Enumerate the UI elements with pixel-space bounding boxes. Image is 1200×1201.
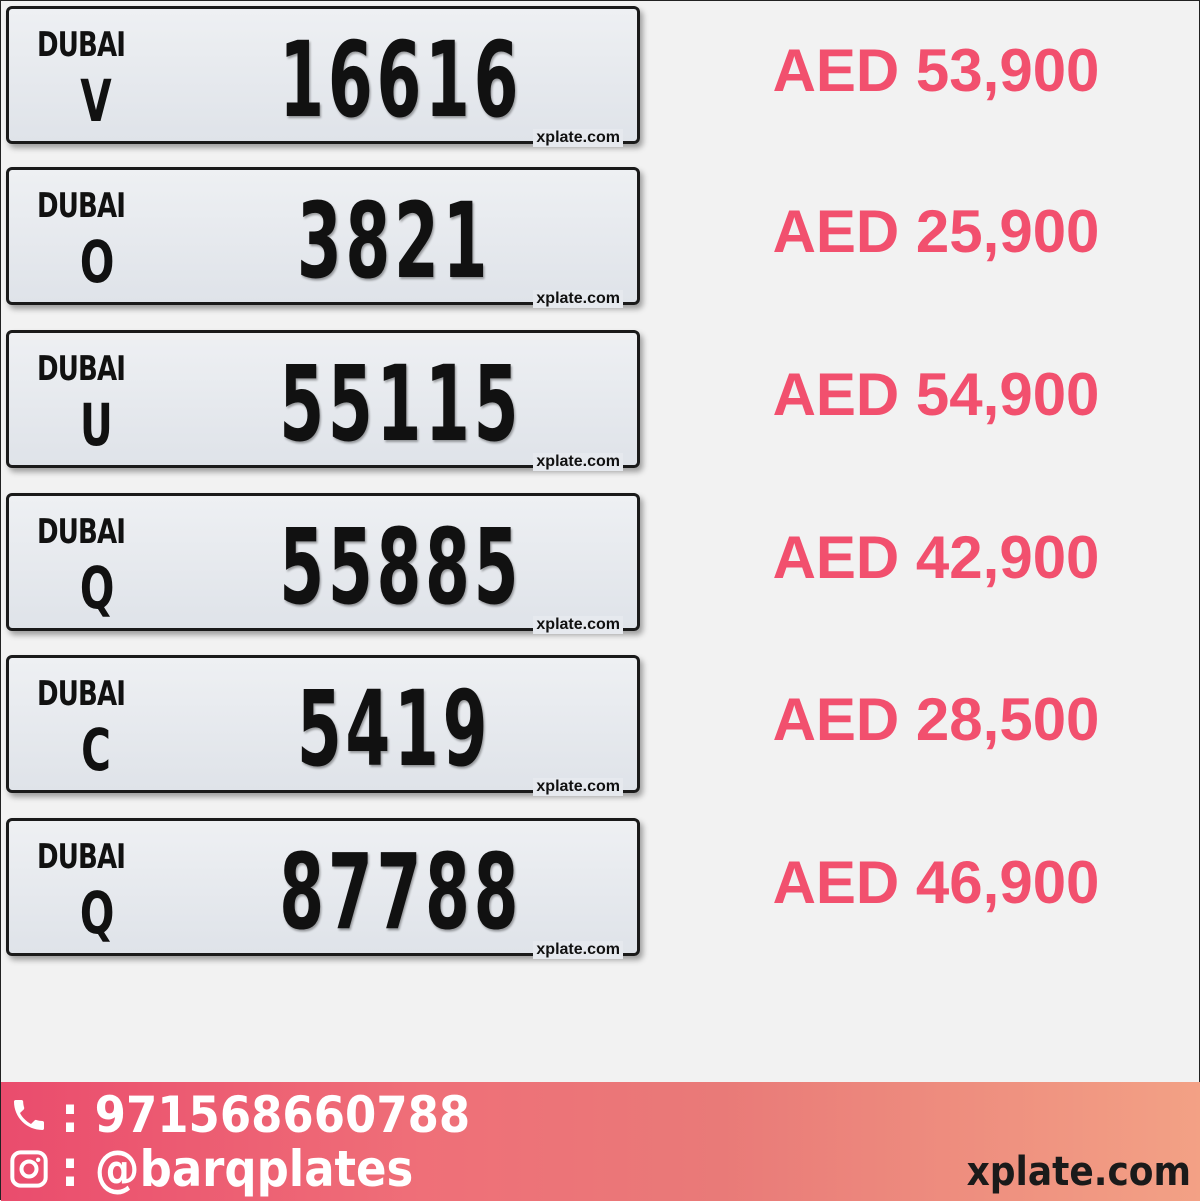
plate-number: 5419 — [296, 668, 492, 790]
plate-number: 87788 — [279, 831, 523, 953]
plate-watermark: xplate.com — [533, 616, 623, 634]
plate-code: Q — [79, 554, 115, 622]
emirate-logo: DUBAI — [37, 25, 126, 65]
plate-number: 3821 — [296, 180, 492, 302]
license-plate: DUBAI Q 55885 xplate.com — [6, 493, 640, 634]
plate-listing[interactable]: DUBAI O 3821 xplate.com AED 25,900 — [6, 167, 1200, 308]
instagram-handle: : @barqplates — [61, 1140, 414, 1198]
plate-watermark: xplate.com — [533, 453, 623, 471]
phone-icon — [7, 1093, 51, 1137]
plate-listing[interactable]: DUBAI C 5419 xplate.com AED 28,500 — [6, 655, 1200, 796]
emirate-logo: DUBAI — [37, 512, 126, 552]
plate-code: Q — [79, 879, 115, 947]
plate-code: C — [81, 716, 111, 784]
brand-watermark: xplate.com — [966, 1149, 1191, 1195]
emirate-logo: DUBAI — [37, 674, 126, 714]
plate-code: U — [79, 391, 113, 459]
plate-price: AED 28,500 — [772, 686, 1100, 753]
plate-price: AED 42,900 — [772, 524, 1100, 591]
instagram-icon — [7, 1147, 51, 1191]
phone-line[interactable]: : 971568660788 — [7, 1086, 470, 1144]
plate-code: V — [80, 67, 112, 135]
plate-listing[interactable]: DUBAI V 16616 xplate.com AED 53,900 — [6, 6, 1200, 147]
plate-watermark: xplate.com — [533, 290, 623, 308]
plate-code: O — [79, 228, 115, 296]
plate-number: 55115 — [279, 343, 523, 465]
plate-watermark: xplate.com — [533, 778, 623, 796]
license-plate: DUBAI U 55115 xplate.com — [6, 330, 640, 471]
phone-number: : 971568660788 — [61, 1086, 471, 1144]
plate-listing[interactable]: DUBAI Q 55885 xplate.com AED 42,900 — [6, 493, 1200, 634]
plate-price: AED 54,900 — [772, 361, 1100, 428]
emirate-logo: DUBAI — [37, 349, 126, 389]
license-plate: DUBAI Q 87788 xplate.com — [6, 818, 640, 959]
plate-price: AED 53,900 — [772, 37, 1100, 104]
plate-listing[interactable]: DUBAI U 55115 xplate.com AED 54,900 — [6, 330, 1200, 471]
license-plate: DUBAI V 16616 xplate.com — [6, 6, 640, 147]
emirate-logo: DUBAI — [37, 837, 126, 877]
plate-price: AED 46,900 — [772, 849, 1100, 916]
plate-price: AED 25,900 — [772, 198, 1100, 265]
license-plate: DUBAI C 5419 xplate.com — [6, 655, 640, 796]
emirate-logo: DUBAI — [37, 186, 126, 226]
plate-watermark: xplate.com — [533, 941, 623, 959]
plate-listing[interactable]: DUBAI Q 87788 xplate.com AED 46,900 — [6, 818, 1200, 959]
contact-footer: : 971568660788 : @barqplates xplate.com — [1, 1082, 1200, 1201]
plate-watermark: xplate.com — [533, 129, 623, 147]
plate-number: 16616 — [279, 19, 523, 141]
plate-number: 55885 — [279, 506, 523, 628]
license-plate: DUBAI O 3821 xplate.com — [6, 167, 640, 308]
instagram-line[interactable]: : @barqplates — [7, 1140, 413, 1198]
